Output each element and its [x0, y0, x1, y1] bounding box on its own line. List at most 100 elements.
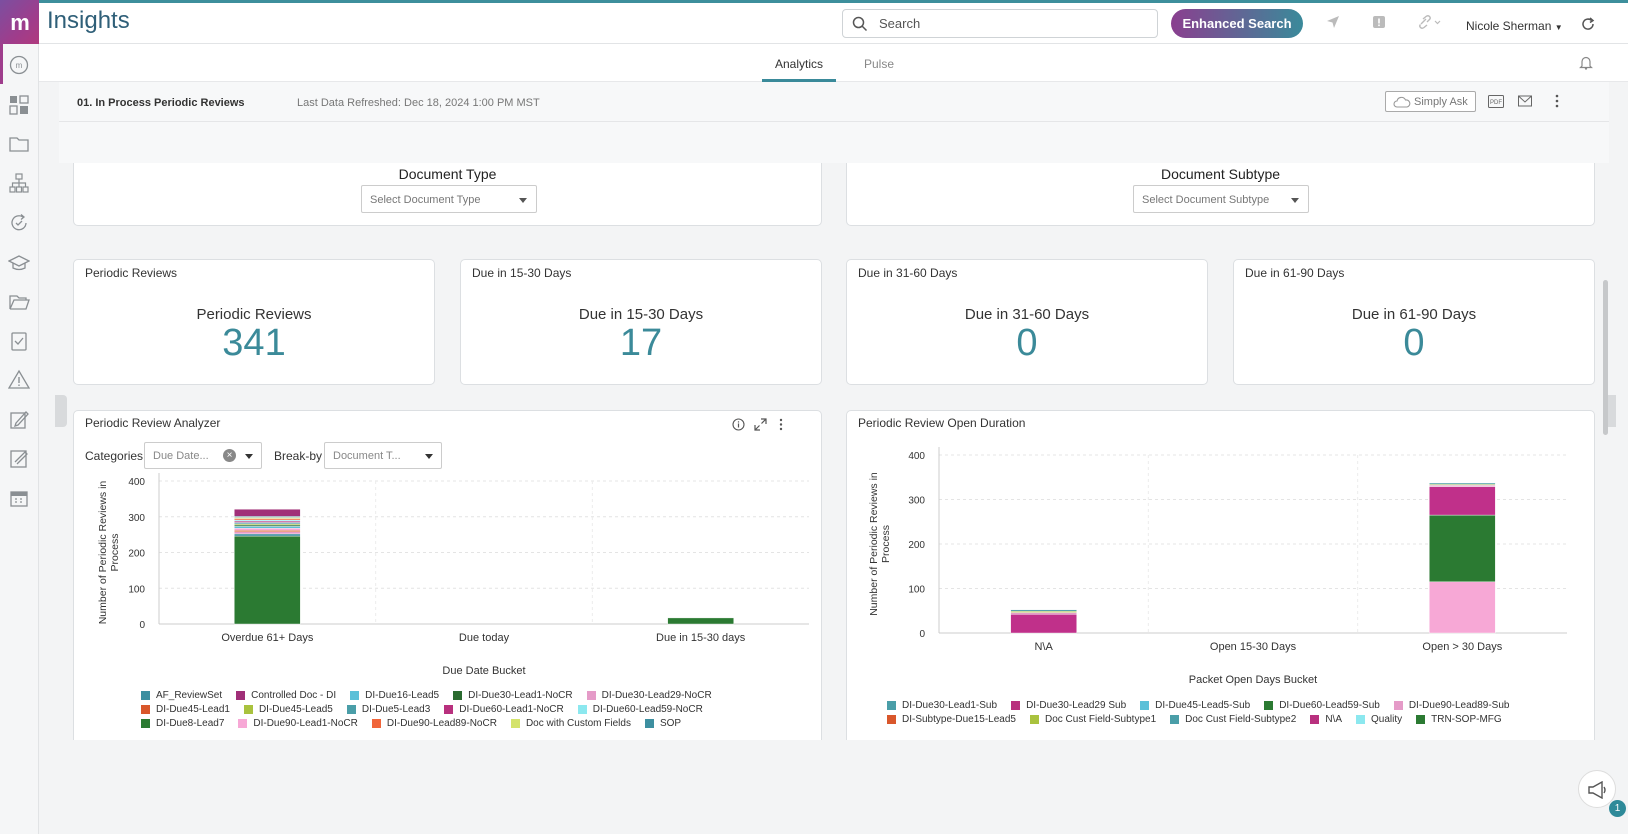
- legend-item[interactable]: DI-Due45-Lead1: [141, 703, 230, 716]
- chevron-down-icon: ▼: [1554, 23, 1563, 32]
- bar-segment: [234, 530, 301, 532]
- legend-item[interactable]: DI-Due90-Lead89-NoCR: [371, 717, 497, 730]
- legend-item[interactable]: Quality: [1355, 713, 1402, 726]
- sidebar-item-open-folder-icon[interactable]: [8, 291, 30, 313]
- legend-item[interactable]: AF_ReviewSet: [141, 689, 222, 702]
- legend-item[interactable]: DI-Due30-Lead1-NoCR: [453, 689, 573, 702]
- legend-item[interactable]: Doc Cust Field-Subtype1: [1029, 713, 1157, 726]
- navigate-icon[interactable]: [1326, 15, 1340, 29]
- tab-analytics[interactable]: Analytics: [775, 57, 824, 71]
- chevron-down-icon: [1291, 198, 1299, 203]
- scrollbar[interactable]: [1603, 280, 1608, 435]
- legend-item[interactable]: Controlled Doc - DI: [236, 689, 336, 702]
- legend-swatch: [887, 715, 896, 724]
- chevron-down-icon: [245, 454, 253, 459]
- legend-item[interactable]: Doc with Custom Fields: [510, 717, 631, 730]
- sidebar-item-sign-icon[interactable]: [8, 448, 30, 470]
- legend-label: DI-Due45-Lead5-Sub: [1155, 700, 1251, 711]
- email-icon[interactable]: [1518, 95, 1532, 107]
- analyzer-bar-chart: 0 100 200 300 400 Overdue 61+ Days Due today Du…: [97, 473, 809, 677]
- link-icon[interactable]: [1418, 15, 1442, 29]
- legend-label: DI-Due30-Lead29-NoCR: [601, 690, 712, 701]
- legend-swatch: [1011, 701, 1021, 710]
- bell-icon[interactable]: [1579, 55, 1593, 70]
- bar-segment: [1010, 609, 1077, 612]
- enhanced-search-button[interactable]: Enhanced Search: [1171, 9, 1303, 38]
- legend-label: DI-Due90-Lead89-Sub: [1408, 700, 1510, 711]
- legend-item[interactable]: SOP: [644, 717, 681, 730]
- categories-select[interactable]: Due Date... ×: [144, 442, 262, 469]
- y-tick-label: 0: [139, 620, 145, 631]
- info-icon[interactable]: [732, 418, 745, 431]
- legend-item[interactable]: DI-Due90-Lead1-NoCR: [238, 717, 358, 730]
- kpi-value: 0: [1016, 322, 1038, 364]
- app-logo[interactable]: m: [0, 0, 39, 45]
- legend-item[interactable]: DI-Due60-Lead1-NoCR: [444, 703, 564, 716]
- legend-item[interactable]: DI-Due8-Lead7: [141, 717, 224, 730]
- sidebar-item-checklist-icon[interactable]: [8, 330, 30, 352]
- legend-item[interactable]: DI-Due5-Lead3: [346, 703, 430, 716]
- legend-item[interactable]: TRN-SOP-MFG: [1416, 713, 1502, 726]
- legend-item[interactable]: DI-Due45-Lead5-Sub: [1140, 699, 1250, 712]
- document-subtype-select[interactable]: Select Document Subtype: [1133, 185, 1309, 213]
- more-options-icon[interactable]: [779, 418, 783, 431]
- legend-label: Doc Cust Field-Subtype1: [1044, 714, 1157, 725]
- report-toolbar-band: [59, 122, 1609, 163]
- more-options-icon[interactable]: [1555, 94, 1559, 108]
- legend-item[interactable]: DI-Due45-Lead5: [243, 703, 333, 716]
- left-panel-toggle[interactable]: [55, 395, 67, 427]
- clear-icon[interactable]: ×: [223, 449, 236, 462]
- user-menu[interactable]: Nicole Sherman ▼: [1466, 19, 1563, 33]
- legend-label: DI-Due60-Lead59-Sub: [1279, 700, 1380, 711]
- legend-label: Controlled Doc - DI: [251, 690, 337, 701]
- sidebar-item-training-icon[interactable]: [8, 252, 30, 274]
- bar-segment: [234, 527, 301, 531]
- sidebar-item-dashboard-icon[interactable]: [8, 94, 30, 116]
- search-icon: [852, 16, 868, 32]
- bar-segment: [1010, 614, 1077, 634]
- tab-pulse[interactable]: Pulse: [864, 57, 895, 71]
- kpi-label: Due in 15-30 Days: [578, 306, 704, 323]
- sidebar-item-hierarchy-icon[interactable]: [8, 172, 30, 194]
- refresh-icon[interactable]: [1580, 16, 1596, 32]
- sidebar-item-calendar-icon[interactable]: [8, 487, 30, 509]
- legend-label: Doc Cust Field-Subtype2: [1185, 714, 1297, 725]
- search-input[interactable]: Search: [842, 9, 1158, 38]
- legend-item[interactable]: DI-Due16-Lead5: [350, 689, 439, 702]
- sidebar-item-cycle-icon[interactable]: [8, 212, 30, 234]
- document-type-select[interactable]: Select Document Type: [361, 185, 537, 213]
- bar-segment: [1429, 581, 1496, 634]
- bar-segment: [234, 524, 301, 527]
- sidebar-item-edit-icon[interactable]: [8, 409, 30, 431]
- expand-icon[interactable]: [754, 418, 767, 431]
- x-tick-label: Due today: [459, 632, 510, 644]
- legend-swatch: [1393, 701, 1403, 710]
- legend-label: DI-Due90-Lead89-NoCR: [386, 718, 497, 729]
- legend-item[interactable]: DI-Due30-Lead29 Sub: [1011, 699, 1126, 712]
- legend-item[interactable]: Doc Cust Field-Subtype2: [1170, 713, 1296, 726]
- legend-item[interactable]: N\A: [1310, 713, 1342, 726]
- legend-swatch: [1416, 715, 1426, 724]
- sidebar-item-folder-icon[interactable]: [8, 133, 30, 155]
- legend-item[interactable]: DI-Due90-Lead89-Sub: [1393, 699, 1510, 712]
- legend-item[interactable]: DI-Due30-Lead29-NoCR: [586, 689, 712, 702]
- chart-title: Periodic Review Analyzer: [85, 416, 221, 430]
- pdf-icon[interactable]: PDF: [1488, 95, 1504, 108]
- notification-badge: 1: [1609, 800, 1626, 817]
- simply-ask-button[interactable]: Simply Ask: [1385, 91, 1476, 112]
- alert-box-icon[interactable]: [1372, 15, 1386, 29]
- legend-item[interactable]: DI-Subtype-Due15-Lead5: [887, 713, 1016, 726]
- sidebar-item-warning-icon[interactable]: [8, 369, 30, 391]
- top-bar: m Insights Search Enhanced Search Nicole…: [0, 0, 1628, 45]
- legend-swatch: [1355, 715, 1365, 724]
- legend-swatch: [887, 701, 896, 710]
- legend-item[interactable]: DI-Due30-Lead1-Sub: [887, 699, 997, 712]
- legend-swatch: [141, 705, 150, 714]
- breakby-select[interactable]: Document T...: [324, 442, 442, 469]
- kpi-title: Periodic Reviews: [85, 266, 178, 280]
- legend-item[interactable]: DI-Due60-Lead59-NoCR: [577, 703, 703, 716]
- kpi-label: Due in 31-60 Days: [964, 306, 1090, 323]
- announcement-button[interactable]: [1578, 770, 1616, 808]
- sidebar-item-home-icon[interactable]: m: [8, 54, 30, 76]
- legend-item[interactable]: DI-Due60-Lead59-Sub: [1264, 699, 1380, 712]
